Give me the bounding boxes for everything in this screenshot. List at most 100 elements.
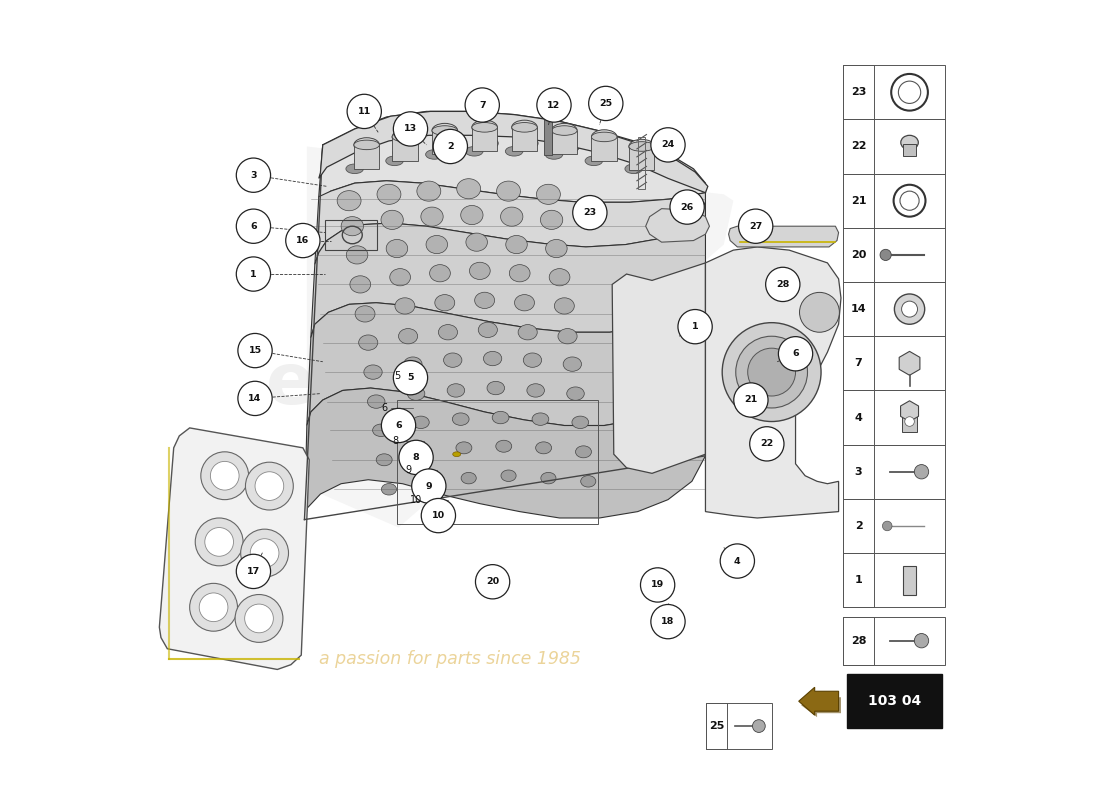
Bar [903, 566, 916, 594]
Bar [844, 390, 945, 445]
Text: 7: 7 [478, 101, 485, 110]
Circle shape [748, 348, 795, 396]
Polygon shape [629, 146, 654, 170]
Ellipse shape [443, 353, 462, 367]
Ellipse shape [537, 184, 560, 204]
Ellipse shape [397, 133, 412, 142]
Text: 18: 18 [661, 617, 674, 626]
Bar [844, 336, 945, 390]
Text: 8: 8 [412, 453, 419, 462]
Circle shape [394, 361, 428, 395]
Ellipse shape [404, 357, 422, 371]
Circle shape [882, 521, 892, 530]
Ellipse shape [452, 413, 469, 426]
Circle shape [914, 634, 928, 648]
Ellipse shape [575, 446, 592, 458]
Circle shape [199, 593, 228, 622]
Circle shape [238, 382, 272, 415]
Text: 28: 28 [777, 280, 790, 289]
Bar [902, 411, 916, 432]
Ellipse shape [341, 217, 363, 236]
Circle shape [189, 583, 238, 631]
Ellipse shape [500, 470, 516, 482]
Ellipse shape [596, 133, 613, 142]
Ellipse shape [432, 140, 456, 153]
Polygon shape [392, 137, 418, 161]
Circle shape [205, 527, 233, 556]
Text: 6: 6 [250, 222, 256, 230]
Text: 21: 21 [850, 196, 867, 206]
Ellipse shape [554, 298, 574, 314]
Bar [844, 445, 873, 499]
Ellipse shape [461, 472, 476, 484]
Text: 12: 12 [548, 101, 561, 110]
Ellipse shape [492, 411, 509, 424]
Text: 22: 22 [760, 439, 773, 448]
Ellipse shape [393, 130, 418, 144]
Polygon shape [899, 351, 920, 375]
Text: 11: 11 [358, 107, 371, 116]
Ellipse shape [549, 269, 570, 286]
Ellipse shape [437, 126, 453, 135]
Ellipse shape [417, 181, 441, 201]
Ellipse shape [393, 146, 417, 159]
Text: 25: 25 [600, 99, 613, 108]
Ellipse shape [412, 416, 429, 429]
Text: 3: 3 [250, 170, 256, 180]
Ellipse shape [558, 329, 578, 344]
Ellipse shape [472, 122, 497, 132]
Circle shape [394, 112, 428, 146]
Ellipse shape [634, 142, 650, 151]
Ellipse shape [524, 353, 541, 367]
Ellipse shape [512, 120, 537, 134]
Circle shape [738, 209, 773, 243]
Circle shape [255, 472, 284, 501]
Text: 14: 14 [850, 304, 867, 314]
Ellipse shape [432, 123, 458, 138]
Ellipse shape [566, 387, 584, 400]
Circle shape [678, 310, 712, 344]
Ellipse shape [367, 395, 385, 408]
Text: 8: 8 [393, 437, 398, 446]
Text: 10: 10 [410, 494, 422, 505]
FancyArrow shape [799, 687, 838, 715]
Ellipse shape [439, 325, 458, 340]
Circle shape [752, 720, 766, 733]
Text: 15: 15 [249, 346, 262, 355]
Circle shape [238, 334, 272, 368]
Polygon shape [311, 202, 705, 338]
Ellipse shape [632, 154, 656, 167]
Circle shape [411, 469, 446, 503]
Circle shape [720, 544, 755, 578]
Text: 6: 6 [382, 403, 387, 413]
Ellipse shape [496, 440, 512, 452]
Text: eurospares: eurospares [266, 350, 723, 418]
Polygon shape [646, 209, 710, 242]
Text: 4: 4 [855, 413, 862, 422]
Circle shape [244, 604, 274, 633]
Ellipse shape [592, 132, 617, 142]
Bar [544, 117, 552, 155]
Circle shape [195, 518, 243, 566]
Ellipse shape [393, 132, 418, 142]
Text: 1: 1 [250, 270, 256, 278]
Bar [844, 499, 945, 553]
Polygon shape [307, 281, 705, 426]
Ellipse shape [478, 322, 497, 338]
Text: 16: 16 [296, 236, 309, 245]
Ellipse shape [472, 120, 497, 134]
Ellipse shape [426, 150, 443, 159]
Polygon shape [354, 145, 379, 169]
Ellipse shape [337, 190, 361, 210]
Bar [844, 228, 873, 282]
Circle shape [348, 94, 382, 129]
Ellipse shape [506, 235, 527, 254]
Circle shape [433, 130, 468, 164]
Ellipse shape [572, 416, 588, 429]
Ellipse shape [355, 306, 375, 322]
Ellipse shape [382, 483, 396, 495]
Text: 1: 1 [692, 322, 698, 331]
Ellipse shape [556, 140, 580, 153]
Ellipse shape [546, 150, 563, 159]
Ellipse shape [543, 114, 553, 119]
